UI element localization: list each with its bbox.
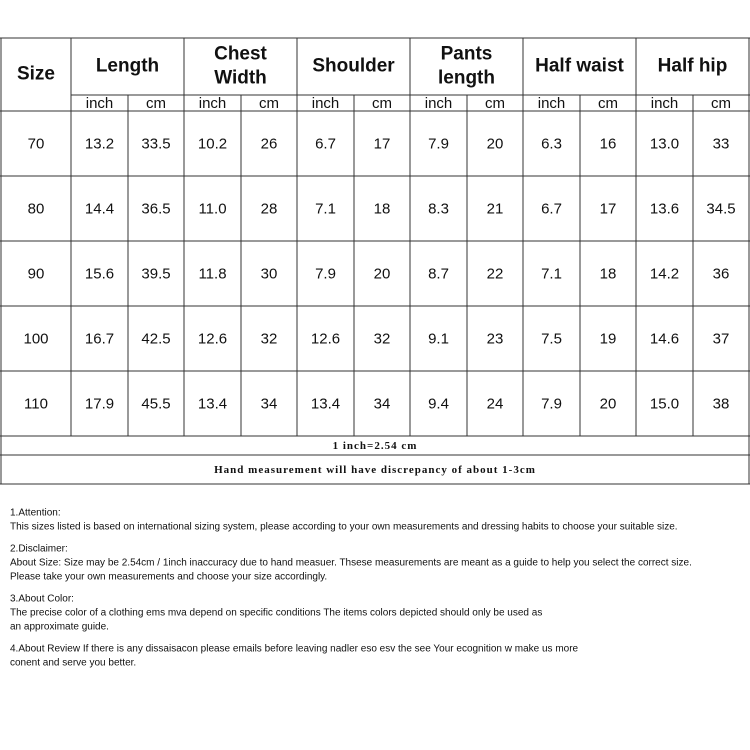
cell: 37 <box>713 330 730 347</box>
unit-label: inch <box>425 95 453 112</box>
cell: 17 <box>374 135 391 152</box>
cell: 13.2 <box>85 135 114 152</box>
cell: 15.6 <box>85 265 114 282</box>
note-line: The precise color of a clothing ems mva … <box>10 608 542 619</box>
cell: 42.5 <box>141 330 170 347</box>
cell: 17 <box>600 200 617 217</box>
cell: 45.5 <box>141 395 170 412</box>
unit-label: cm <box>372 95 392 112</box>
cell: 14.2 <box>650 265 679 282</box>
header-text: Length <box>96 56 159 77</box>
cell: 23 <box>487 330 504 347</box>
cell: 110 <box>24 395 48 412</box>
footnote: 1 inch=2.54 cm <box>333 440 418 452</box>
cell: 17.9 <box>85 395 114 412</box>
cell: 14.6 <box>650 330 679 347</box>
cell: 13.0 <box>650 135 679 152</box>
header-text: Width <box>214 68 267 89</box>
unit-label: cm <box>485 95 505 112</box>
cell: 32 <box>374 330 391 347</box>
note-line: 2.Disclaimer: <box>10 544 68 555</box>
cell: 9.1 <box>428 330 449 347</box>
cell: 26 <box>261 135 278 152</box>
unit-label: inch <box>651 95 679 112</box>
note-line: Please take your own measurements and ch… <box>10 572 327 583</box>
cell: 20 <box>374 265 391 282</box>
note-line: 4.About Review If there is any dissaisac… <box>10 644 579 655</box>
cell: 13.4 <box>311 395 340 412</box>
cell: 13.4 <box>198 395 227 412</box>
cell: 6.7 <box>541 200 562 217</box>
cell: 34 <box>374 395 391 412</box>
header-text: length <box>438 68 495 89</box>
cell: 20 <box>600 395 617 412</box>
unit-label: cm <box>146 95 166 112</box>
header-text: Pants <box>441 44 493 65</box>
cell: 19 <box>600 330 617 347</box>
note-line: 3.About Color: <box>10 594 74 605</box>
header-text: Half waist <box>535 56 624 77</box>
note-line: an approximate guide. <box>10 622 109 633</box>
note-line: 1.Attention: <box>10 508 61 519</box>
cell: 16.7 <box>85 330 114 347</box>
cell: 34.5 <box>706 200 735 217</box>
cell: 33 <box>713 135 730 152</box>
cell: 7.9 <box>315 265 336 282</box>
cell: 7.9 <box>541 395 562 412</box>
cell: 8.3 <box>428 200 449 217</box>
cell: 13.6 <box>650 200 679 217</box>
note-line: About Size: Size may be 2.54cm / 1inch i… <box>10 558 692 569</box>
cell: 100 <box>23 330 48 347</box>
cell: 90 <box>28 265 45 282</box>
unit-label: inch <box>538 95 566 112</box>
unit-label: cm <box>259 95 279 112</box>
note-line: conent and serve you better. <box>10 658 136 669</box>
cell: 39.5 <box>141 265 170 282</box>
cell: 8.7 <box>428 265 449 282</box>
cell: 36.5 <box>141 200 170 217</box>
cell: 20 <box>487 135 504 152</box>
header-text: Half hip <box>658 56 728 77</box>
cell: 6.7 <box>315 135 336 152</box>
unit-label: cm <box>598 95 618 112</box>
cell: 70 <box>28 135 45 152</box>
cell: 18 <box>374 200 391 217</box>
unit-label: inch <box>312 95 340 112</box>
cell: 80 <box>28 200 45 217</box>
note-line: This sizes listed is based on internatio… <box>10 522 678 533</box>
cell: 12.6 <box>198 330 227 347</box>
cell: 28 <box>261 200 278 217</box>
cell: 38 <box>713 395 730 412</box>
cell: 7.9 <box>428 135 449 152</box>
cell: 7.1 <box>541 265 562 282</box>
cell: 36 <box>713 265 730 282</box>
cell: 21 <box>487 200 504 217</box>
cell: 14.4 <box>85 200 114 217</box>
cell: 30 <box>261 265 278 282</box>
cell: 34 <box>261 395 278 412</box>
cell: 24 <box>487 395 504 412</box>
unit-label: cm <box>711 95 731 112</box>
cell: 15.0 <box>650 395 679 412</box>
cell: 11.8 <box>198 265 226 282</box>
cell: 7.1 <box>315 200 336 217</box>
cell: 22 <box>487 265 504 282</box>
cell: 12.6 <box>311 330 340 347</box>
cell: 33.5 <box>141 135 170 152</box>
header-text: Size <box>17 64 55 85</box>
header-text: Shoulder <box>312 56 395 77</box>
cell: 16 <box>600 135 617 152</box>
cell: 7.5 <box>541 330 562 347</box>
cell: 6.3 <box>541 135 562 152</box>
footnote: Hand measurement will have discrepancy o… <box>214 464 536 476</box>
unit-label: inch <box>86 95 114 112</box>
unit-label: inch <box>199 95 227 112</box>
cell: 18 <box>600 265 617 282</box>
header-text: Chest <box>214 44 267 65</box>
cell: 11.0 <box>198 200 226 217</box>
cell: 9.4 <box>428 395 449 412</box>
cell: 32 <box>261 330 278 347</box>
cell: 10.2 <box>198 135 227 152</box>
